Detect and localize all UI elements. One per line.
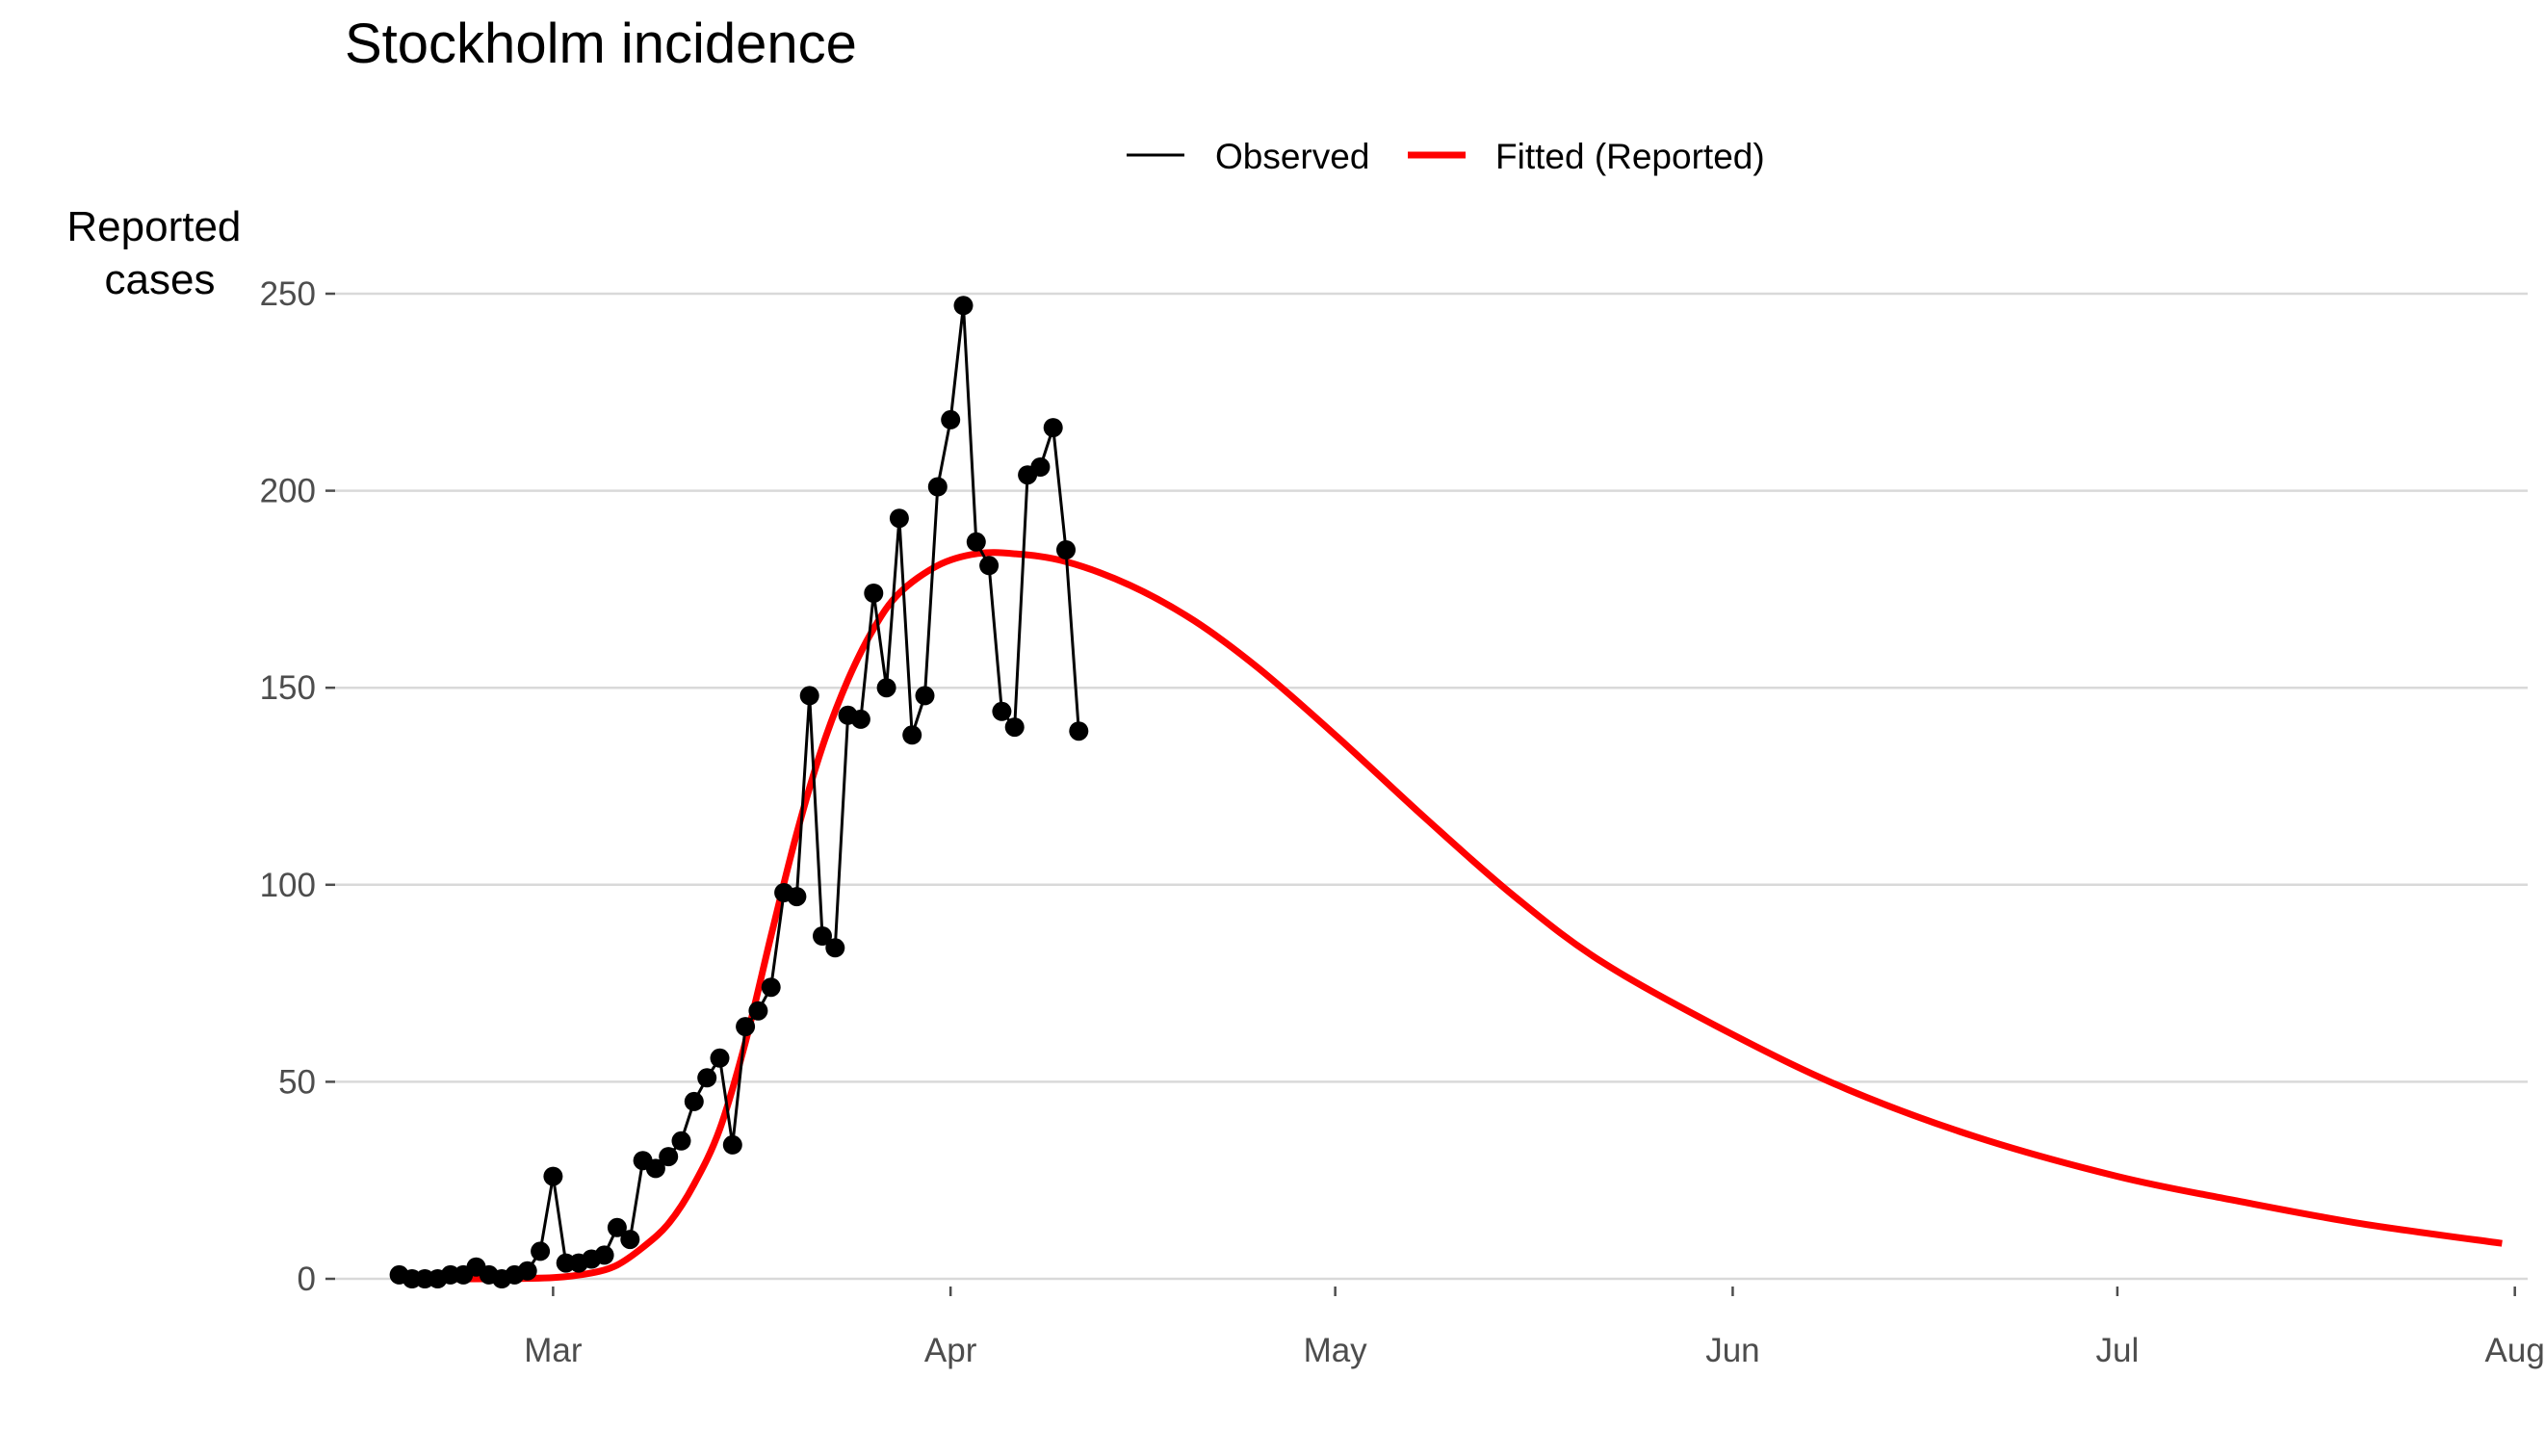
observed-point-34: [825, 938, 845, 958]
observed-point-44: [953, 296, 974, 316]
observed-line: [399, 303, 1080, 1281]
observed-point-42: [927, 477, 948, 497]
observed-point-43: [941, 409, 961, 429]
observed-point-41: [915, 686, 935, 706]
chart-title: Stockholm incidence: [345, 13, 857, 75]
y-tick-label-1: 50: [278, 1063, 316, 1101]
y-axis-ticks: 0 50 100 150 200 250: [260, 275, 335, 1298]
series-fitted: [399, 549, 2503, 1283]
observed-point-37: [864, 584, 884, 603]
y-axis-label-line-1: Reported: [66, 203, 241, 250]
observed-point-23: [684, 1091, 704, 1111]
x-tick-label-1: Apr: [924, 1332, 977, 1369]
observed-point-17: [607, 1217, 627, 1237]
series-observed: [389, 296, 1089, 1288]
x-tick-label-0: Mar: [524, 1332, 583, 1369]
x-tick-label-4: Jul: [2096, 1332, 2140, 1369]
observed-point-40: [902, 725, 922, 745]
observed-point-21: [659, 1147, 679, 1167]
legend: Observed Fitted (Reported): [1127, 137, 1765, 176]
observed-point-39: [889, 508, 909, 529]
x-tick-label-5: Aug: [2485, 1332, 2545, 1369]
observed-point-33: [813, 926, 832, 946]
x-axis-ticks: Mar Apr May Jun Jul Aug: [524, 1287, 2545, 1369]
x-tick-label-2: May: [1304, 1332, 1368, 1369]
observed-point-52: [1056, 540, 1076, 559]
legend-label-observed: Observed: [1215, 137, 1369, 176]
observed-point-47: [992, 701, 1012, 721]
observed-point-12: [543, 1166, 563, 1186]
observed-point-31: [787, 887, 807, 907]
observed-point-27: [736, 1017, 756, 1037]
observed-point-20: [645, 1158, 665, 1179]
observed-point-29: [761, 977, 781, 998]
observed-point-16: [594, 1245, 614, 1265]
y-tick-label-5: 250: [260, 275, 316, 313]
y-tick-label-2: 100: [260, 867, 316, 904]
gridlines: [335, 292, 2528, 1281]
observed-point-25: [710, 1048, 730, 1068]
y-tick-label-3: 150: [260, 669, 316, 707]
observed-point-22: [671, 1131, 691, 1151]
observed-point-38: [876, 678, 896, 698]
observed-point-26: [722, 1134, 742, 1155]
fitted-curve: [399, 549, 2503, 1283]
observed-point-28: [748, 1001, 768, 1021]
observed-point-45: [966, 532, 986, 552]
observed-point-51: [1043, 418, 1063, 438]
y-tick-label-4: 200: [260, 473, 316, 510]
observed-point-24: [697, 1068, 717, 1088]
observed-point-36: [850, 709, 870, 729]
observed-point-46: [979, 556, 1000, 576]
observed-point-32: [799, 686, 819, 706]
observed-point-10: [517, 1261, 537, 1281]
legend-label-fitted: Fitted (Reported): [1495, 137, 1765, 176]
observed-point-53: [1069, 721, 1089, 741]
observed-point-11: [531, 1241, 551, 1261]
observed-point-18: [620, 1230, 640, 1250]
y-tick-label-0: 0: [298, 1261, 316, 1298]
observed-point-50: [1030, 457, 1051, 477]
y-axis-label-line-2: cases: [105, 256, 216, 303]
x-tick-label-3: Jun: [1705, 1332, 1759, 1369]
observed-point-48: [1004, 717, 1025, 738]
y-axis-label: Reported cases: [66, 203, 252, 303]
